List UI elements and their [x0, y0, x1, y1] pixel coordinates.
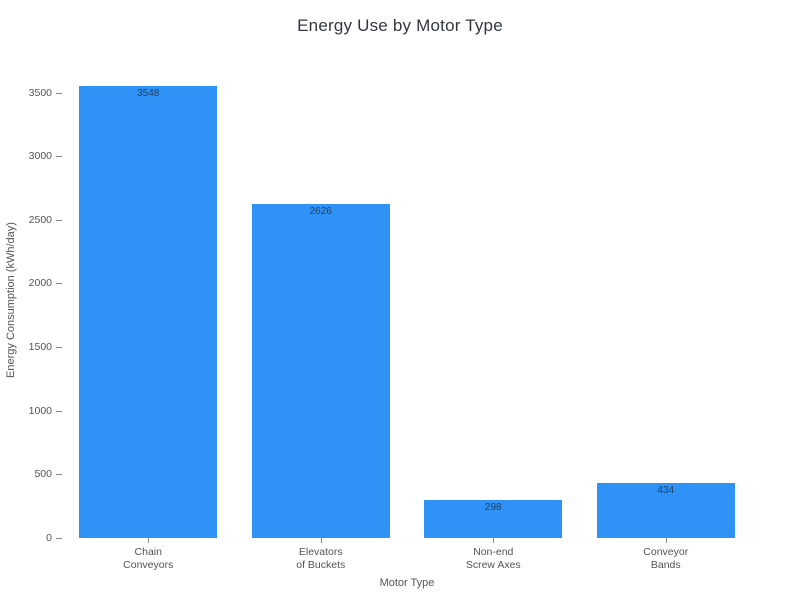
x-tick-mark: [148, 538, 150, 543]
x-tick-mark: [665, 538, 667, 543]
bar-4[interactable]: 434: [596, 482, 735, 538]
y-tick-label: 1000: [28, 404, 52, 417]
y-tick-mark: [56, 347, 62, 349]
bar-value-label: 434: [657, 484, 675, 496]
y-tick-label: 3000: [28, 150, 52, 163]
x-category-label: Conveyor Bands: [643, 546, 689, 571]
y-tick-mark: [56, 219, 62, 221]
bar-1[interactable]: 3548: [79, 86, 218, 538]
plot-area: 3548 2626 298 434: [62, 62, 752, 538]
y-axis-title: Energy Consumption (kWh/day): [5, 222, 17, 378]
y-tick-label: 2000: [28, 277, 52, 290]
y-tick-label: 500: [34, 468, 52, 481]
bar-value-label: 3548: [137, 88, 160, 100]
y-tick-mark: [56, 283, 62, 285]
bar-3[interactable]: 298: [424, 500, 563, 538]
x-category-label: Elevators of Buckets: [296, 546, 346, 571]
y-tick-mark: [56, 92, 62, 94]
bar-value-label: 298: [484, 502, 502, 514]
x-category-label: Chain Conveyors: [123, 546, 174, 571]
y-tick-label: 2500: [28, 213, 52, 226]
x-tick-mark: [320, 538, 322, 543]
y-tick-label: 0: [46, 532, 52, 544]
y-tick-mark: [56, 538, 62, 539]
chart-title: Energy Use by Motor Type: [297, 16, 503, 35]
bar-value-label: 2626: [309, 205, 332, 217]
x-tick-mark: [493, 538, 495, 543]
bar-2[interactable]: 2626: [251, 203, 390, 538]
x-category-label: Non-end Screw Axes: [465, 546, 521, 571]
y-tick-label: 3500: [28, 86, 52, 99]
y-tick-mark: [56, 410, 62, 412]
y-tick-label: 1500: [28, 341, 52, 354]
y-tick-mark: [56, 474, 62, 476]
x-axis-title: Motor Type: [379, 577, 435, 589]
y-tick-mark: [56, 156, 62, 158]
